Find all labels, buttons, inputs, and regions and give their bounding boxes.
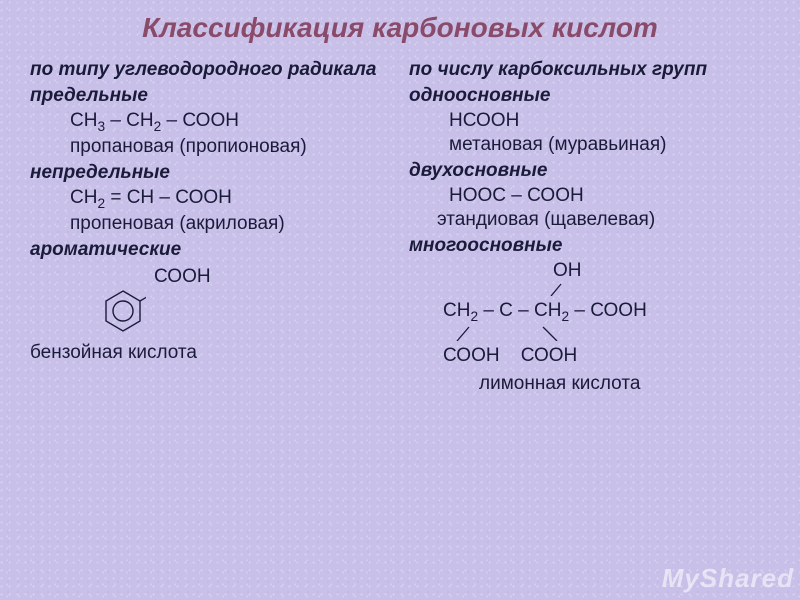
right-heading: по числу карбоксильных групп <box>409 58 770 82</box>
formula: СН2 = СН – СООН <box>30 186 391 212</box>
group-label: многоосновные <box>409 234 770 258</box>
left-heading: по типу углеводородного радикала <box>30 58 391 82</box>
group-label: непредельные <box>30 161 391 185</box>
slide-title: Классификация карбоновых кислот <box>30 12 770 44</box>
formula: НСООН <box>409 109 770 133</box>
compound-name: этандиовая (щавелевая) <box>409 208 770 232</box>
compound-name: лимонная кислота <box>409 372 770 396</box>
group-label: ароматические <box>30 238 391 262</box>
citric-bottom: СООН СООН <box>443 344 770 368</box>
slide: Классификация карбоновых кислот по типу … <box>0 0 800 600</box>
formula: НООС – СООН <box>409 184 770 208</box>
bond-lines-icon <box>443 325 743 341</box>
benzene-formula: СООН <box>30 265 391 335</box>
compound-name: пропановая (пропионовая) <box>30 135 391 159</box>
watermark-text: MyShared <box>662 563 794 593</box>
citric-structure: ОН СН2 – С – СН2 – СООН СООН СООН <box>409 259 770 368</box>
compound-name: бензойная кислота <box>30 341 391 365</box>
compound-name: пропеновая (акриловая) <box>30 212 391 236</box>
group-label: двухосновные <box>409 159 770 183</box>
bond-lines-icon <box>443 282 743 296</box>
left-column: по типу углеводородного радикала предель… <box>30 58 391 396</box>
watermark: MyShared <box>662 563 794 594</box>
benzene-icon <box>100 287 146 335</box>
right-column: по числу карбоксильных групп одноосновны… <box>409 58 770 396</box>
citric-main: СН2 – С – СН2 – СООН <box>443 299 770 325</box>
citric-oh: ОН <box>443 259 770 283</box>
formula: СН3 – СН2 – СООН <box>30 109 391 135</box>
columns: по типу углеводородного радикала предель… <box>30 58 770 396</box>
compound-name: метановая (муравьиная) <box>409 133 770 157</box>
group-label: одноосновные <box>409 84 770 108</box>
group-label: предельные <box>30 84 391 108</box>
formula: СООН <box>146 265 211 289</box>
